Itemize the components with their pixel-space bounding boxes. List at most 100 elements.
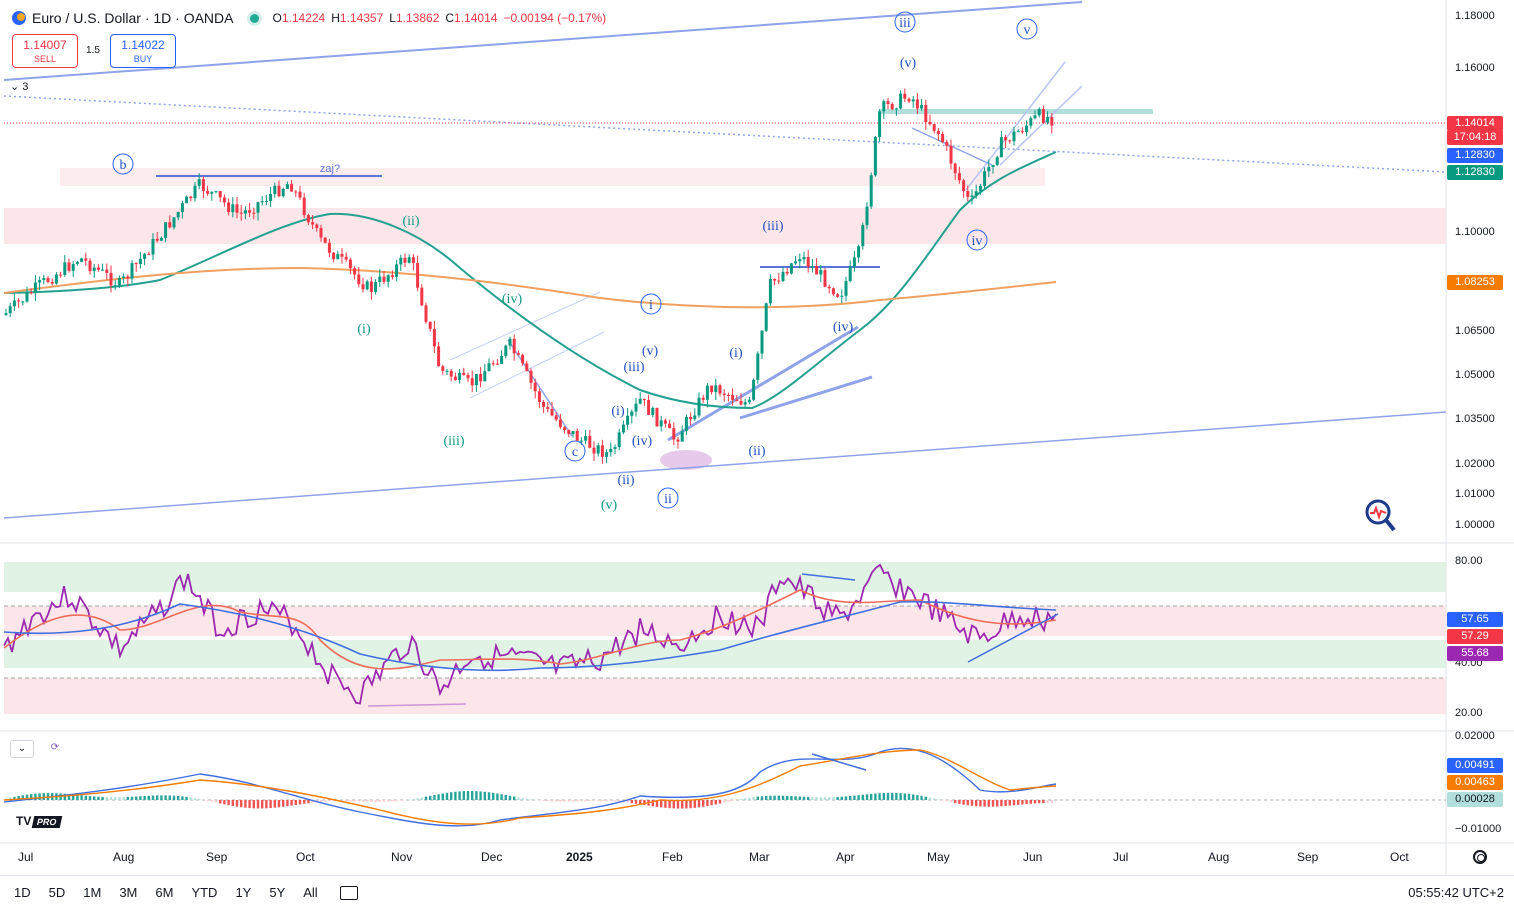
candle-body <box>285 184 289 189</box>
zoom-icon[interactable] <box>1364 498 1396 534</box>
candle-body <box>584 436 588 441</box>
candle-body <box>941 133 945 143</box>
macd-bar <box>664 800 667 808</box>
macd-bar <box>571 800 575 802</box>
candle-body <box>231 204 235 213</box>
macd-bar <box>172 795 176 800</box>
candle-body <box>945 142 949 146</box>
candle-body <box>865 206 869 226</box>
rsi-triangle-line[interactable] <box>967 613 1059 663</box>
macd-bar <box>265 800 268 809</box>
macd-divergence-line[interactable] <box>811 753 867 771</box>
price-tick-label: 1.16000 <box>1455 62 1495 74</box>
candle-body <box>1012 131 1016 142</box>
range-button[interactable]: 1M <box>83 885 102 900</box>
macd-bar <box>1004 800 1007 806</box>
wave-label-circle <box>112 153 134 175</box>
macd-bar <box>786 795 789 800</box>
macd-bar <box>210 800 213 802</box>
candle-body <box>1008 140 1012 142</box>
support-line-2[interactable] <box>739 375 873 420</box>
wave-label-blue: (i) <box>729 346 743 361</box>
candle-body <box>794 261 798 264</box>
macd-bar <box>563 800 566 802</box>
candle-body <box>920 104 924 109</box>
candle-body <box>974 191 978 196</box>
buy-button[interactable]: 1.14022 BUY <box>110 34 176 68</box>
rsi-tick-label: 20.00 <box>1455 707 1483 719</box>
channel-mini-1[interactable] <box>449 291 601 361</box>
rsi-zone-overbought <box>4 562 1446 592</box>
range-button[interactable]: YTD <box>191 885 218 900</box>
candle-body <box>4 313 8 315</box>
candle-body <box>479 373 483 382</box>
macd-bar <box>353 800 356 802</box>
macd-bar <box>424 796 428 800</box>
macd-bar <box>273 800 276 808</box>
macd-bar <box>126 796 129 800</box>
time-tick-label: Feb <box>662 850 683 864</box>
symbol-legend[interactable]: Euro / U.S. Dollar · 1D · OANDA O1.14224… <box>12 9 606 27</box>
candle-body <box>949 145 953 164</box>
range-button[interactable]: 5D <box>48 885 66 900</box>
sell-button[interactable]: 1.14007 SELL <box>12 34 78 68</box>
candle-body <box>966 190 970 197</box>
range-button[interactable]: 1Y <box>235 885 252 900</box>
candle-body <box>588 436 592 448</box>
candle-body <box>642 398 646 400</box>
macd-bar <box>286 800 289 807</box>
macd-bar <box>954 800 957 804</box>
refresh-button[interactable]: ⟳ <box>44 740 66 758</box>
macd-bar <box>916 795 919 800</box>
symbol-title[interactable]: Euro / U.S. Dollar · 1D · OANDA <box>32 10 234 26</box>
macd-bar <box>580 800 583 802</box>
collapse-pane-button[interactable]: ⌄ <box>10 740 34 758</box>
macd-bar <box>1050 800 1053 803</box>
support-line-1[interactable] <box>667 325 859 442</box>
time-tick-label: Aug <box>113 850 135 864</box>
rsi-bottom-line[interactable] <box>367 703 467 707</box>
range-button[interactable]: 3M <box>119 885 138 900</box>
macd-bar <box>97 796 100 800</box>
macd-bar <box>433 794 436 800</box>
candle-body <box>311 222 315 225</box>
wedge-line-2[interactable] <box>999 85 1083 166</box>
range-button[interactable]: All <box>303 885 318 900</box>
range-button[interactable]: 5Y <box>269 885 286 900</box>
candle-body <box>726 394 730 396</box>
candle-body <box>718 385 722 394</box>
clock[interactable]: 05:55:42 UTC+2 <box>1408 885 1504 900</box>
candle-body <box>605 452 609 457</box>
goto-date-icon[interactable] <box>339 885 358 900</box>
candle-body <box>504 345 508 356</box>
settings-icon[interactable] <box>1473 850 1487 864</box>
channel-mini-2[interactable] <box>469 331 605 399</box>
candle-body <box>579 440 583 442</box>
channel-lower-line[interactable] <box>3 411 1447 519</box>
candle-body <box>722 393 726 395</box>
macd-bar <box>252 800 255 809</box>
macd-bar <box>13 796 16 800</box>
macd-bar <box>777 795 780 800</box>
candle-body <box>785 272 789 274</box>
range-button[interactable]: 1D <box>14 885 31 900</box>
channel-upper-line[interactable] <box>3 1 1083 81</box>
candle-body <box>294 191 298 193</box>
macd-bar <box>412 798 415 800</box>
candle-body <box>403 257 407 263</box>
macd-bar <box>769 795 772 800</box>
macd-bar <box>613 800 617 802</box>
macd-bar <box>882 793 885 800</box>
candle-series[interactable] <box>4 88 1054 464</box>
macd-tick-label: −0.01000 <box>1455 823 1502 835</box>
tradingview-logo[interactable]: TV PRO <box>16 814 63 828</box>
macd-bar <box>9 797 12 800</box>
range-button[interactable]: 6M <box>155 885 174 900</box>
candle-body <box>54 274 58 284</box>
annotation-text[interactable]: zaj? <box>320 163 340 175</box>
rsi-divergence-line[interactable] <box>801 573 856 581</box>
indicators-toggle[interactable]: ⌄ 3 <box>10 81 29 93</box>
dotted-trend-line[interactable] <box>3 95 1447 173</box>
wedge-line-1[interactable] <box>965 61 1066 191</box>
